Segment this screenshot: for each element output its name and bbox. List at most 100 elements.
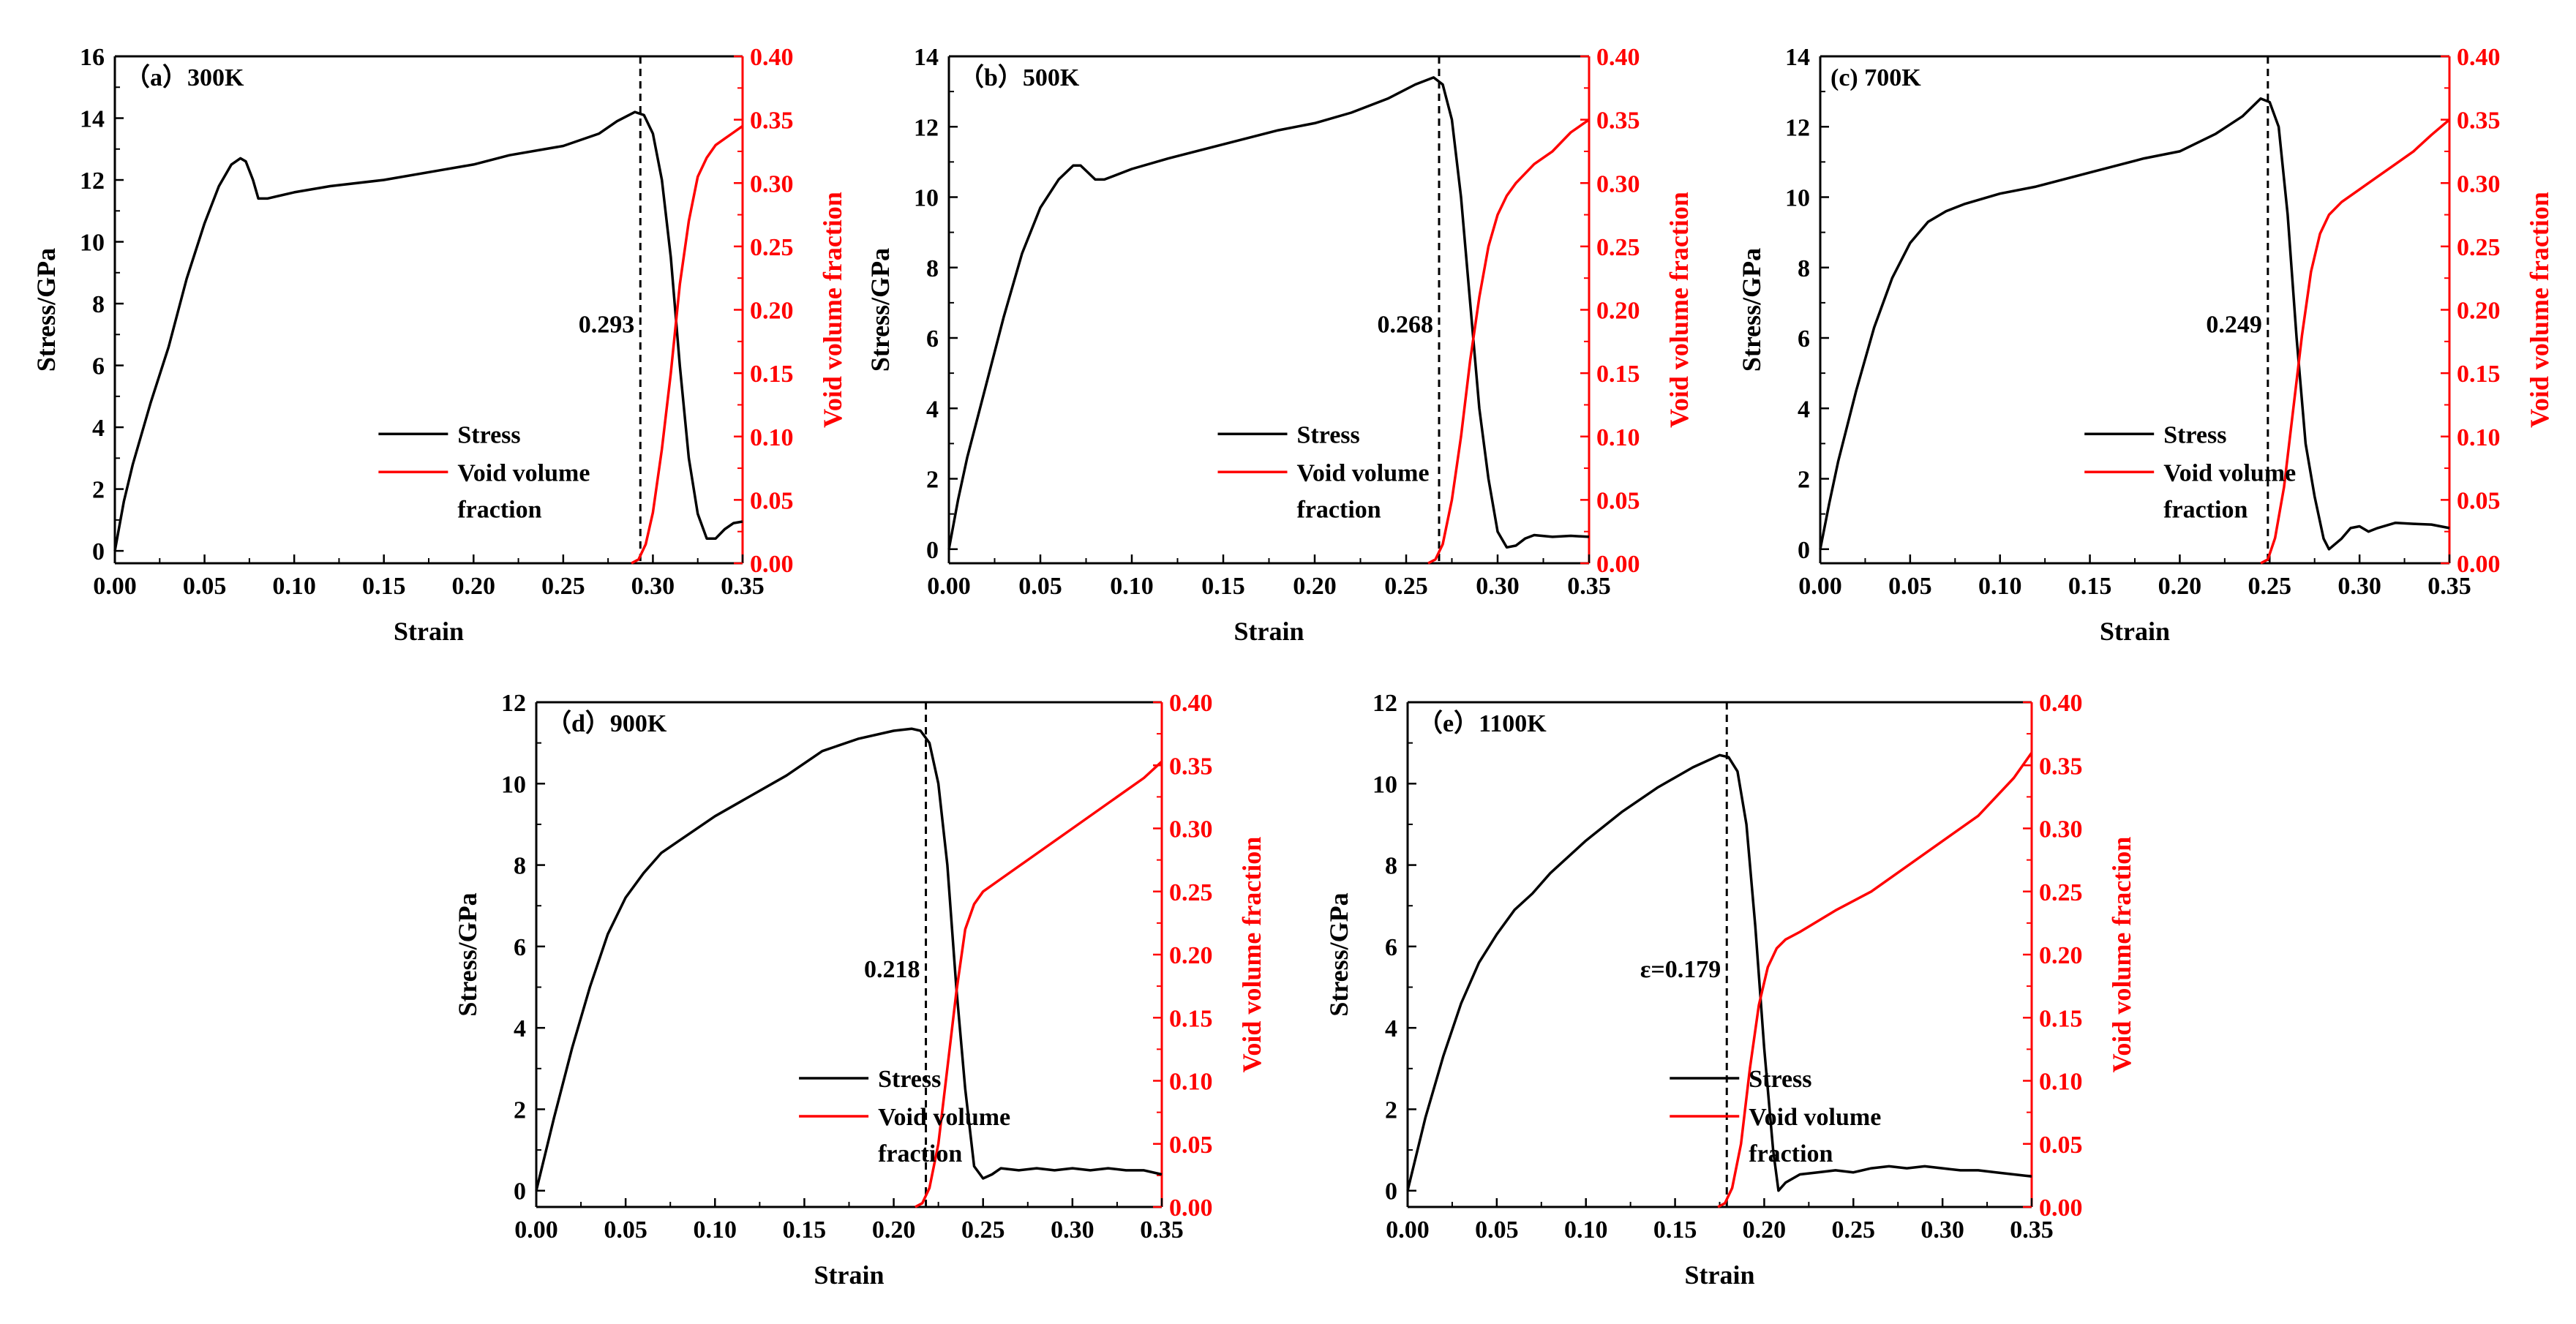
y2-tick-label: 0.15 bbox=[2457, 361, 2501, 388]
stress-series-line bbox=[535, 727, 1163, 1192]
y2-tick-label: 0.40 bbox=[750, 44, 794, 71]
y2-tick-label: 0.20 bbox=[750, 298, 794, 325]
void-series-line bbox=[1717, 751, 2033, 1208]
x-tick-label: 0.30 bbox=[1476, 573, 1520, 600]
y-tick-label: 4 bbox=[514, 1015, 526, 1042]
y2-tick-label: 0.10 bbox=[2039, 1069, 2083, 1096]
fracture-label: 0.218 bbox=[864, 956, 920, 983]
x-tick-label: 0.05 bbox=[183, 573, 227, 600]
x-tick-label: 0.05 bbox=[1475, 1216, 1519, 1244]
y-tick-label: 12 bbox=[914, 114, 939, 141]
y2-tick-label: 0.20 bbox=[1596, 298, 1640, 325]
y-tick-label: 8 bbox=[1798, 255, 1810, 282]
y-tick-label: 14 bbox=[914, 44, 939, 71]
x-tick-label: 0.10 bbox=[1978, 573, 2022, 600]
y-axis-title: Stress/GPa bbox=[1737, 248, 1766, 372]
y2-tick-label: 0.20 bbox=[2039, 942, 2083, 969]
y-tick-label: 8 bbox=[514, 853, 526, 880]
void-series-line bbox=[2260, 119, 2451, 565]
y-tick-label: 6 bbox=[514, 934, 526, 961]
x-tick-label: 0.30 bbox=[1920, 1216, 1964, 1244]
y2-tick-label: 0.25 bbox=[1169, 879, 1213, 906]
legend-stress-label: Stress bbox=[2163, 421, 2226, 448]
y2-axis-title: Void volume fraction bbox=[1237, 837, 1266, 1073]
y2-tick-label: 0.10 bbox=[2457, 424, 2501, 451]
x-tick-label: 0.10 bbox=[272, 573, 316, 600]
y2-tick-label: 0.15 bbox=[1169, 1005, 1213, 1032]
y-tick-label: 4 bbox=[92, 415, 105, 442]
y2-tick-label: 0.30 bbox=[2457, 170, 2501, 198]
y2-axis-title: Void volume fraction bbox=[2107, 837, 2136, 1073]
y-tick-label: 14 bbox=[1785, 44, 1810, 71]
x-tick-label: 0.10 bbox=[1110, 573, 1154, 600]
y-tick-label: 0 bbox=[926, 537, 939, 564]
y-axis-title: Stress/GPa bbox=[31, 248, 61, 372]
x-tick-label: 0.10 bbox=[1564, 1216, 1608, 1244]
legend-void-label-2: fraction bbox=[1749, 1140, 1833, 1167]
y-tick-label: 0 bbox=[1798, 537, 1810, 564]
y2-tick-label: 0.35 bbox=[2039, 753, 2083, 780]
x-tick-label: 0.00 bbox=[93, 573, 137, 600]
x-tick-label: 0.00 bbox=[514, 1216, 558, 1244]
y-tick-label: 6 bbox=[92, 353, 105, 380]
legend-stress-label: Stress bbox=[457, 421, 520, 448]
x-tick-label: 0.20 bbox=[452, 573, 496, 600]
y2-tick-label: 0.05 bbox=[1169, 1132, 1213, 1159]
x-tick-label: 0.20 bbox=[1293, 573, 1337, 600]
y-tick-label: 4 bbox=[926, 396, 939, 423]
y2-tick-label: 0.30 bbox=[2039, 816, 2083, 843]
y-tick-label: 12 bbox=[501, 690, 526, 717]
x-tick-label: 0.35 bbox=[1567, 573, 1611, 600]
y-axis-title: Stress/GPa bbox=[865, 248, 895, 372]
panel-title: （d）900K bbox=[547, 709, 667, 737]
y2-tick-label: 0.25 bbox=[2039, 879, 2083, 906]
stress-series-line bbox=[1406, 753, 2032, 1192]
y-tick-label: 16 bbox=[80, 44, 105, 71]
legend-void-label-2: fraction bbox=[878, 1140, 962, 1167]
y-tick-label: 8 bbox=[1385, 853, 1397, 880]
fracture-label: ε=0.179 bbox=[1640, 956, 1721, 983]
x-tick-label: 0.20 bbox=[2158, 573, 2202, 600]
legend-stress-label: Stress bbox=[1749, 1066, 1811, 1093]
panel-title: (c) 700K bbox=[1830, 64, 1921, 91]
x-tick-label: 0.25 bbox=[1384, 573, 1428, 600]
y-tick-label: 10 bbox=[1373, 771, 1397, 798]
legend-void-label: Void volume bbox=[1749, 1104, 1881, 1131]
y-tick-label: 8 bbox=[926, 255, 939, 282]
x-tick-label: 0.00 bbox=[927, 573, 971, 600]
y-tick-label: 6 bbox=[926, 326, 939, 353]
y-tick-label: 10 bbox=[80, 230, 105, 257]
y-tick-label: 4 bbox=[1798, 396, 1810, 423]
y2-tick-label: 0.10 bbox=[1169, 1069, 1213, 1096]
y2-tick-label: 0.20 bbox=[1169, 942, 1213, 969]
y2-tick-label: 0.30 bbox=[1596, 170, 1640, 198]
y2-tick-label: 0.15 bbox=[2039, 1005, 2083, 1032]
y-tick-label: 12 bbox=[1373, 690, 1397, 717]
panel-d: 0.00 0.05 0.10 0.15 0.20 0.25 0.30 0.35 0 2 4 6 8 10 1… bbox=[453, 690, 1266, 1290]
y2-tick-label: 0.30 bbox=[750, 170, 794, 198]
y-tick-label: 2 bbox=[1798, 467, 1810, 494]
x-axis-title: Strain bbox=[394, 617, 464, 646]
x-tick-label: 0.05 bbox=[604, 1216, 647, 1244]
y2-tick-label: 0.25 bbox=[750, 234, 794, 261]
legend-stress-label: Stress bbox=[1297, 421, 1360, 448]
y2-axis-title: Void volume fraction bbox=[1664, 192, 1694, 428]
panel-e: 0.00 0.05 0.10 0.15 0.20 0.25 0.30 0.35 0 2 4 6 8 10 1… bbox=[1324, 690, 2136, 1290]
y2-tick-label: 0.10 bbox=[1596, 424, 1640, 451]
x-tick-label: 0.20 bbox=[872, 1216, 916, 1244]
y2-tick-label: 0.00 bbox=[750, 551, 794, 578]
x-axis-title: Strain bbox=[2100, 617, 2170, 646]
legend: Stress Void volume fraction bbox=[2084, 421, 2296, 523]
y2-tick-label: 0.40 bbox=[1596, 44, 1640, 71]
x-tick-label: 0.30 bbox=[631, 573, 675, 600]
stress-series-line bbox=[1819, 97, 2450, 551]
y2-tick-label: 0.05 bbox=[750, 487, 794, 514]
stress-series-line bbox=[947, 76, 1590, 550]
y-tick-label: 6 bbox=[1798, 326, 1810, 353]
legend-stress-label: Stress bbox=[878, 1066, 941, 1093]
y2-tick-label: 0.05 bbox=[2039, 1132, 2083, 1159]
y2-tick-label: 0.00 bbox=[2457, 551, 2501, 578]
legend: Stress Void volume fraction bbox=[1217, 421, 1430, 523]
panel-b: 0.00 0.05 0.10 0.15 0.20 0.25 0.30 0.35 0 2 4 6 8 10 1… bbox=[865, 44, 1694, 646]
